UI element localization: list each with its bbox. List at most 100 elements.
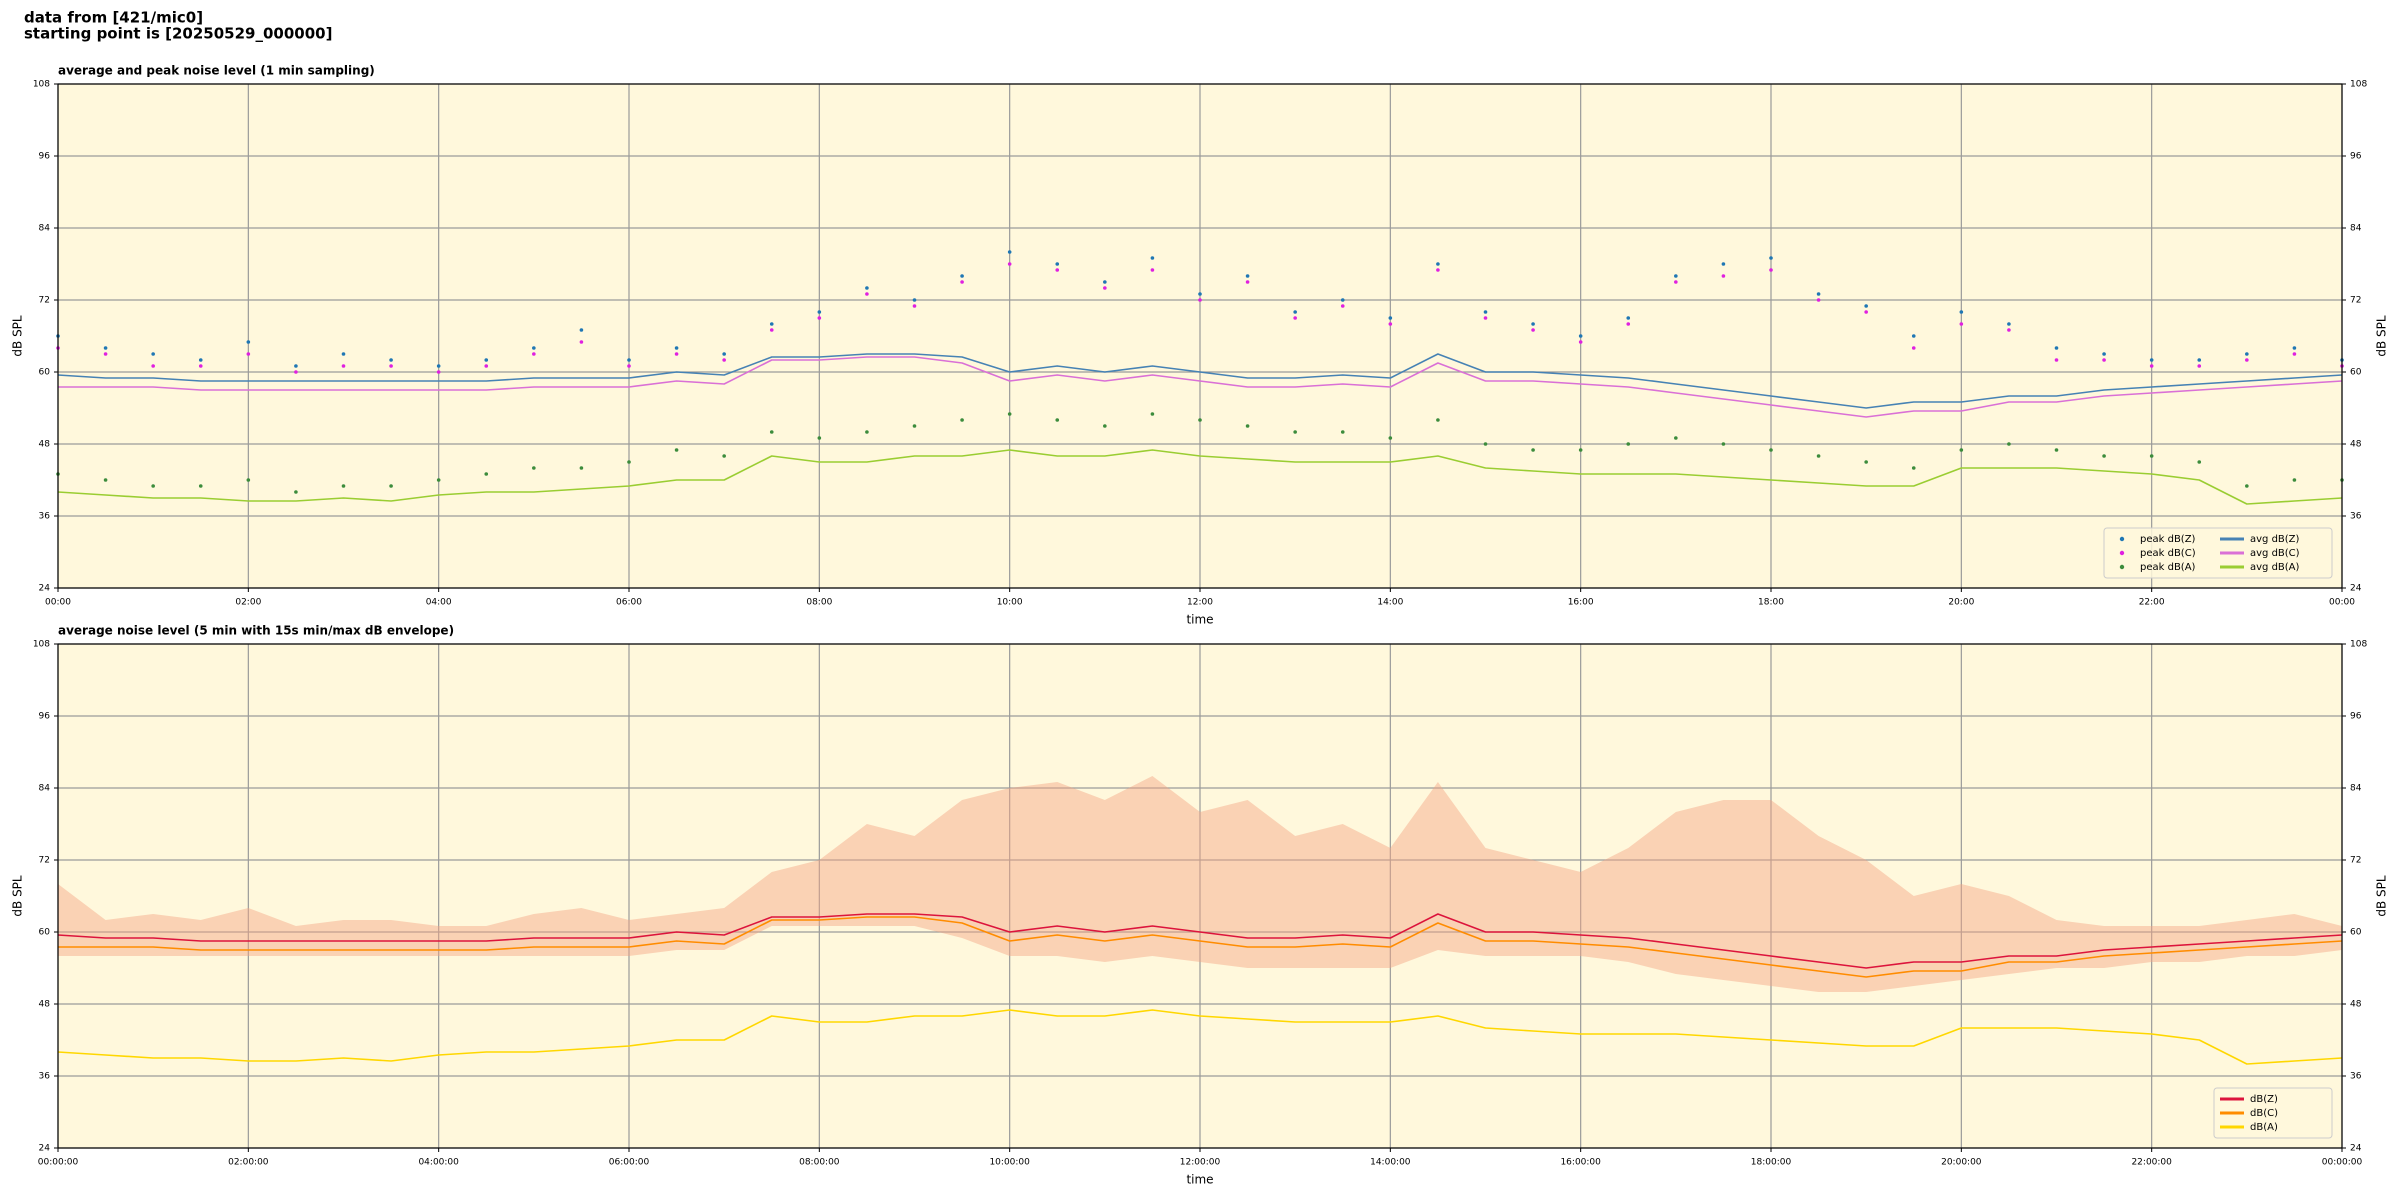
y-tick-label: 108 xyxy=(2350,640,2367,650)
peak-point xyxy=(2102,358,2106,362)
peak-point xyxy=(1721,262,1726,266)
peak-point xyxy=(341,364,346,368)
y-tick-label: 84 xyxy=(39,784,51,794)
peak-point xyxy=(1816,454,1821,458)
peak-point xyxy=(1816,292,1821,296)
peak-point xyxy=(579,466,584,470)
legend-label: dB(A) xyxy=(2250,1122,2278,1133)
legend-label: avg dB(A) xyxy=(2250,562,2300,573)
peak-point xyxy=(1293,316,1297,320)
plot-frame xyxy=(57,643,2343,1149)
peak-point xyxy=(1055,418,1060,422)
peak-point xyxy=(532,352,536,356)
x-tick-label: 00:00:00 xyxy=(2322,1158,2363,1168)
series-line xyxy=(57,1009,2343,1065)
y-tick-label: 96 xyxy=(2350,712,2362,722)
peak-point xyxy=(1626,442,1631,446)
peak-point xyxy=(960,418,964,422)
x-tick-label: 22:00:00 xyxy=(2131,1158,2172,1168)
peak-point xyxy=(1436,418,1440,422)
peak-point xyxy=(389,484,393,488)
y-axis-label: dB SPL xyxy=(2375,315,2389,357)
header-line: starting point is [20250529_000000] xyxy=(24,25,332,43)
peak-point xyxy=(1198,298,1202,302)
x-tick-label: 14:00 xyxy=(1377,598,1403,608)
legend-label: avg dB(Z) xyxy=(2250,534,2300,545)
peak-point xyxy=(532,346,536,350)
peak-point xyxy=(960,280,964,284)
peak-point xyxy=(1340,298,1345,302)
x-tick-label: 20:00 xyxy=(1948,598,1974,608)
y-tick-label: 36 xyxy=(2350,1072,2362,1082)
peak-point xyxy=(151,484,155,488)
peak-point xyxy=(1959,322,1964,326)
peak-point xyxy=(627,460,631,464)
peak-point xyxy=(2054,448,2059,452)
peak-point xyxy=(1293,430,1297,434)
x-tick-label: 16:00 xyxy=(1568,598,1594,608)
peak-point xyxy=(1436,262,1440,266)
x-tick-label: 02:00 xyxy=(235,598,261,608)
peak-point xyxy=(2149,364,2154,368)
peak-point xyxy=(912,304,917,308)
peak-point xyxy=(627,358,631,362)
peak-point xyxy=(2197,460,2202,464)
x-axis-label: time xyxy=(1186,613,1213,627)
legend-marker xyxy=(2119,550,2125,556)
x-tick-label: 00:00:00 xyxy=(38,1158,79,1168)
peak-point xyxy=(246,340,251,344)
peak-point xyxy=(722,358,726,362)
peak-point xyxy=(1245,424,1250,428)
peak-point xyxy=(1007,250,1012,254)
x-tick-label: 16:00:00 xyxy=(1560,1158,1601,1168)
y-tick-label: 84 xyxy=(2350,224,2362,234)
peak-point xyxy=(1150,268,1155,272)
y-tick-label: 24 xyxy=(39,584,51,594)
peak-point xyxy=(1911,334,1916,338)
peak-point xyxy=(103,346,108,350)
y-tick-label: 108 xyxy=(2350,80,2367,90)
x-tick-label: 18:00 xyxy=(1758,598,1784,608)
y-tick-label: 60 xyxy=(39,928,51,938)
y-tick-label: 72 xyxy=(2350,296,2361,306)
peak-point xyxy=(532,466,536,470)
peak-point xyxy=(2245,484,2249,488)
peak-point xyxy=(1483,442,1488,446)
legend-box xyxy=(2103,527,2333,579)
peak-point xyxy=(579,328,584,332)
peak-point xyxy=(817,310,822,314)
y-tick-label: 36 xyxy=(2350,512,2362,522)
peak-point xyxy=(2054,358,2059,362)
peak-point xyxy=(1531,448,1535,452)
peak-point xyxy=(1055,262,1060,266)
peak-point xyxy=(817,436,822,440)
x-tick-label: 08:00 xyxy=(806,598,832,608)
plot-frame xyxy=(57,83,2343,589)
peak-point xyxy=(2007,328,2011,332)
peak-point xyxy=(1674,274,1678,278)
peak-point xyxy=(1721,442,1726,446)
peak-point xyxy=(1911,466,1916,470)
series-line xyxy=(57,353,2343,409)
peak-point xyxy=(436,478,441,482)
legend-label: peak dB(A) xyxy=(2140,562,2196,573)
peak-point xyxy=(2292,346,2297,350)
peak-point xyxy=(1864,310,1868,314)
legend-label: dB(Z) xyxy=(2250,1094,2278,1105)
peak-point xyxy=(912,298,917,302)
peak-point xyxy=(198,364,203,368)
peak-point xyxy=(1103,286,1107,290)
x-tick-label: 04:00 xyxy=(426,598,452,608)
x-tick-label: 08:00:00 xyxy=(799,1158,840,1168)
peak-point xyxy=(1007,262,1012,266)
peak-point xyxy=(769,328,774,332)
peak-point xyxy=(2245,352,2249,356)
peak-point xyxy=(1721,274,1726,278)
peak-point xyxy=(294,364,298,368)
y-tick-label: 96 xyxy=(2350,152,2362,162)
peak-point xyxy=(1245,274,1250,278)
peak-point xyxy=(484,358,489,362)
peak-point xyxy=(674,448,679,452)
x-tick-label: 20:00:00 xyxy=(1941,1158,1982,1168)
x-tick-label: 02:00:00 xyxy=(228,1158,269,1168)
